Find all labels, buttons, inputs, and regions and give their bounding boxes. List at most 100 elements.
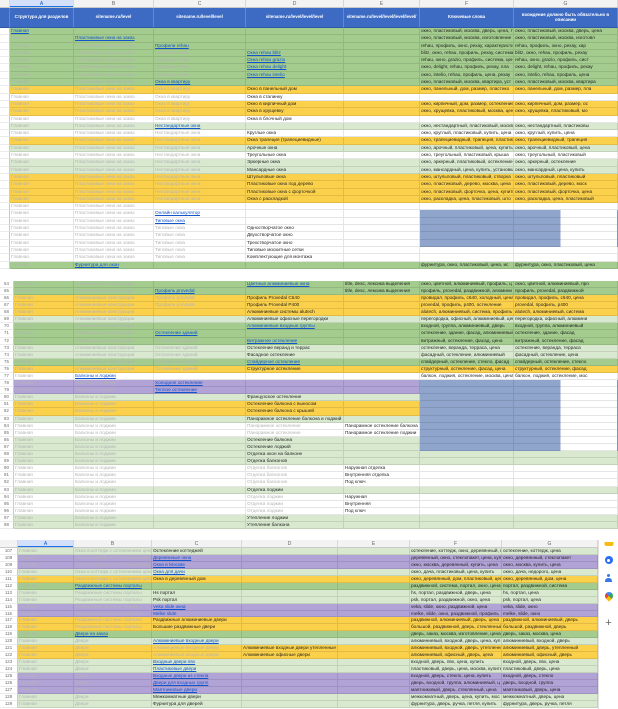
cell-C[interactable]: Типовые окна: [154, 232, 246, 240]
row-number[interactable]: [0, 130, 10, 138]
cell-C[interactable]: Нестандартные окна: [154, 166, 246, 174]
cell-C[interactable]: Остекление зданий: [154, 351, 246, 359]
cell-A[interactable]: Главная: [18, 624, 74, 632]
cell-E[interactable]: [344, 166, 420, 174]
cell-F[interactable]: окно, пластиковый, москва, изготовление: [420, 35, 514, 43]
cell-E[interactable]: [338, 672, 410, 680]
cell-G[interactable]: раздвижной, алюминиевый, дверь: [502, 617, 598, 625]
cell-E[interactable]: [338, 659, 410, 667]
cell-D[interactable]: Утепление лоджии: [246, 514, 344, 522]
cell-E[interactable]: [344, 521, 420, 530]
column-header-D[interactable]: D: [246, 0, 344, 8]
cell-F[interactable]: rehau, окно, grazio, профиль, система, ц…: [420, 57, 514, 65]
cell-C[interactable]: Фурнитура для дверей: [152, 700, 242, 708]
cell-A[interactable]: Главная: [10, 232, 74, 240]
row-number[interactable]: 115: [0, 603, 18, 611]
cell-F[interactable]: окно, хрущевка, пластиковый, москва, цен…: [420, 108, 514, 116]
cell-D[interactable]: [246, 261, 344, 269]
cell-E[interactable]: [344, 330, 420, 338]
cell-D[interactable]: [242, 679, 338, 687]
cell-A[interactable]: Главная: [10, 181, 74, 189]
cell-E[interactable]: [344, 152, 420, 160]
cell-F[interactable]: входной, дверь, пвх, цена, купить: [410, 659, 502, 667]
cell-A[interactable]: Главная: [14, 316, 74, 324]
cell-C[interactable]: Алюминиевые входные двери: [152, 638, 242, 646]
cell-F[interactable]: окно, треугольный, пластиковый, крыша: [420, 152, 514, 160]
cell-E[interactable]: [344, 173, 420, 182]
cell-A[interactable]: Главная: [14, 373, 74, 381]
cell-A[interactable]: Главная: [18, 679, 74, 687]
cell-G[interactable]: остекление, веранда, терраса: [514, 344, 618, 352]
row-number[interactable]: 64: [0, 280, 14, 288]
cell-G[interactable]: [514, 239, 618, 247]
cell-G[interactable]: провидал, профиль, c640, цена: [514, 294, 618, 303]
cell-F[interactable]: [420, 472, 514, 480]
cell-G[interactable]: [514, 422, 618, 430]
cell-A[interactable]: Главная: [14, 330, 74, 338]
cell-G[interactable]: алюминиевый, входной, дверь: [502, 638, 598, 646]
cell-E[interactable]: [344, 337, 420, 345]
cell-E[interactable]: [344, 71, 420, 80]
cell-A[interactable]: Главная: [18, 568, 74, 576]
cell-B[interactable]: Пластиковые окна на заказ: [74, 42, 154, 50]
cell-D[interactable]: Остекление лоджий: [246, 443, 344, 452]
cell-D[interactable]: Отделка лоджии: [246, 493, 344, 501]
cell-B[interactable]: Пластиковые окна на заказ: [74, 100, 154, 109]
cell-E[interactable]: Внутренняя отделка: [344, 472, 420, 480]
cell-F[interactable]: раздвижной, система, портал, окно, цена: [410, 582, 502, 590]
cell-F[interactable]: [420, 225, 514, 233]
cell-B[interactable]: Пластиковые окна на заказ: [74, 239, 154, 247]
row-number[interactable]: 72: [0, 337, 14, 345]
cell-B[interactable]: Балконы и лоджии: [74, 493, 154, 501]
cell-A[interactable]: Главная: [14, 380, 74, 388]
cell-B[interactable]: Пластиковые окна на заказ: [74, 195, 154, 204]
cell-C[interactable]: Типовые окна: [154, 217, 246, 226]
row-number[interactable]: 118: [0, 624, 18, 632]
column-header-A[interactable]: A: [18, 540, 74, 549]
cell-D[interactable]: Штульповые окна: [246, 173, 344, 182]
cell-B[interactable]: Балконы и лоджии: [74, 373, 154, 381]
select-all-corner[interactable]: [0, 0, 10, 8]
row-number[interactable]: 73: [0, 344, 14, 352]
cell-C[interactable]: [154, 261, 246, 269]
row-number[interactable]: 82: [0, 408, 14, 416]
row-number[interactable]: 126: [0, 679, 18, 687]
cell-G[interactable]: окно, эркерный, остекление: [514, 159, 618, 167]
cell-A[interactable]: Главная: [10, 57, 74, 65]
cell-F[interactable]: окно, раскладка, цена, пластиковый, што: [420, 195, 514, 204]
cell-G[interactable]: [514, 521, 618, 530]
row-number[interactable]: 95: [0, 500, 14, 508]
tasks-icon[interactable]: [604, 556, 613, 564]
cell-D[interactable]: Эркерные окна: [246, 159, 344, 167]
cell-F[interactable]: [420, 458, 514, 466]
cell-E[interactable]: [338, 652, 410, 660]
cell-G[interactable]: окно, штульповый, пластиковый: [514, 173, 618, 182]
row-number[interactable]: [0, 181, 10, 189]
cell-B[interactable]: Раздвижные системы порталы: [74, 582, 152, 590]
cell-B[interactable]: Алюминиевые конструкции: [74, 351, 154, 359]
cell-B[interactable]: Окна в коттедж с остеклением цена: [74, 555, 152, 562]
cell-D[interactable]: Отделка окон на балконе: [246, 451, 344, 459]
cell-F[interactable]: provedal, профиль, p400, остекление: [420, 302, 514, 310]
cell-F[interactable]: остекление, веранда, терраса, цена: [420, 344, 514, 352]
cell-C[interactable]: Окна в деревянный дом: [152, 575, 242, 583]
cell-F[interactable]: [420, 521, 514, 530]
cell-C[interactable]: [154, 521, 246, 530]
row-number[interactable]: 91: [0, 472, 14, 480]
cell-G[interactable]: дверь, входной, группа: [502, 679, 598, 687]
cell-B[interactable]: Пластиковые окна на заказ: [74, 108, 154, 116]
cell-D[interactable]: [242, 575, 338, 583]
cell-D[interactable]: Алюминиевые офисные перегородки: [246, 316, 344, 324]
cell-E[interactable]: [344, 373, 420, 381]
cell-F[interactable]: alutech, алюминиевый, система, профиль: [420, 309, 514, 317]
cell-G[interactable]: [514, 479, 618, 487]
cell-D[interactable]: Структурное остекление: [246, 365, 344, 374]
maps-icon[interactable]: [602, 590, 615, 602]
cell-A[interactable]: Главная: [14, 486, 74, 494]
row-number[interactable]: [0, 137, 10, 145]
cell-G[interactable]: входной, дверь, пвх, цена: [502, 659, 598, 667]
cell-B[interactable]: Окна в коттедж с остеклением цена: [74, 575, 152, 583]
row-number[interactable]: [0, 35, 10, 43]
cell-E[interactable]: [338, 686, 410, 694]
cell-B[interactable]: Пластиковые окна на заказ: [74, 115, 154, 123]
